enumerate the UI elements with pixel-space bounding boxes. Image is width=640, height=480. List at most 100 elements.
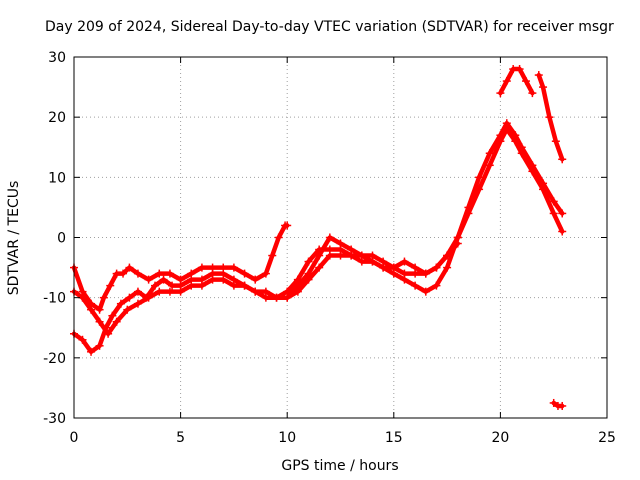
data-point (78, 287, 87, 296)
data-series (70, 65, 567, 410)
data-point (112, 317, 121, 326)
data-point (119, 269, 128, 278)
data-point (315, 263, 324, 272)
data-point (95, 305, 104, 314)
data-point (432, 281, 441, 290)
data-point (155, 287, 164, 296)
data-point (87, 347, 96, 356)
data-point (515, 65, 524, 74)
x-tick-label: 15 (385, 430, 403, 446)
data-point (144, 275, 153, 284)
data-point (558, 227, 567, 236)
data-point (283, 293, 292, 302)
y-axis-label: SDTVAR / TECUs (6, 181, 22, 296)
data-point (485, 161, 494, 170)
data-point (411, 281, 420, 290)
x-tick-label: 5 (176, 430, 185, 446)
data-point (475, 173, 484, 182)
data-point (347, 245, 356, 254)
x-tick-label: 0 (70, 430, 79, 446)
data-point (159, 275, 168, 284)
data-point (357, 251, 366, 260)
data-point (251, 287, 260, 296)
data-point (261, 269, 270, 278)
data-point (517, 149, 526, 158)
data-point (219, 263, 228, 272)
y-tick-label: 20 (48, 110, 66, 126)
data-point (133, 299, 142, 308)
data-point (496, 137, 505, 146)
x-axis-label: GPS time / hours (281, 458, 398, 474)
data-point (95, 317, 104, 326)
y-tick-label: 10 (48, 170, 66, 186)
data-point (389, 263, 398, 272)
data-point (144, 293, 153, 302)
data-point (108, 311, 117, 320)
data-point (165, 269, 174, 278)
data-point (165, 287, 174, 296)
data-point (219, 275, 228, 284)
data-point (549, 398, 558, 407)
data-point (125, 263, 134, 272)
data-point (187, 269, 196, 278)
data-point (528, 89, 537, 98)
series-track-7 (549, 398, 567, 410)
series-track-6 (534, 71, 567, 164)
data-point (325, 233, 334, 242)
data-point (511, 137, 520, 146)
data-point (336, 239, 345, 248)
data-point (274, 233, 283, 242)
x-tick-label: 20 (491, 430, 509, 446)
data-point (534, 71, 543, 80)
data-point (443, 251, 452, 260)
data-point (558, 401, 567, 410)
data-point (528, 167, 537, 176)
x-tick-label: 10 (278, 430, 296, 446)
data-point (325, 245, 334, 254)
data-point (176, 287, 185, 296)
data-point (155, 269, 164, 278)
data-point (549, 197, 558, 206)
data-point (421, 269, 430, 278)
data-point (400, 269, 409, 278)
y-tick-label: 0 (57, 231, 66, 247)
data-point (197, 263, 206, 272)
chart-title: Day 209 of 2024, Sidereal Day-to-day VTE… (45, 19, 614, 35)
data-point (123, 305, 132, 314)
series-track-2 (70, 125, 567, 338)
data-point (545, 113, 554, 122)
x-tick-label: 25 (598, 430, 616, 446)
data-point (464, 209, 473, 218)
data-point (400, 257, 409, 266)
data-point (197, 281, 206, 290)
data-point (87, 299, 96, 308)
data-point (443, 263, 452, 272)
data-point (133, 287, 142, 296)
data-point (283, 221, 292, 230)
data-point (99, 293, 108, 302)
y-tick-label: -30 (43, 411, 66, 427)
data-point (187, 281, 196, 290)
data-point (229, 263, 238, 272)
data-point (272, 293, 281, 302)
data-point (558, 209, 567, 218)
data-point (411, 263, 420, 272)
data-point (229, 281, 238, 290)
data-point (539, 185, 548, 194)
data-point (208, 275, 217, 284)
data-point (549, 209, 558, 218)
data-point (502, 77, 511, 86)
data-point (125, 293, 134, 302)
data-point (368, 251, 377, 260)
data-point (251, 275, 260, 284)
data-point (551, 137, 560, 146)
data-point (421, 287, 430, 296)
data-point (240, 281, 249, 290)
axis-ticks: 0 5 10 15 20 25 -30 -20 -10 0 10 20 30 (43, 50, 616, 446)
series-track-3 (70, 221, 292, 314)
grid (74, 57, 607, 418)
data-point (502, 125, 511, 134)
plot-frame (73, 56, 608, 419)
data-point (104, 329, 113, 338)
data-point (261, 287, 270, 296)
